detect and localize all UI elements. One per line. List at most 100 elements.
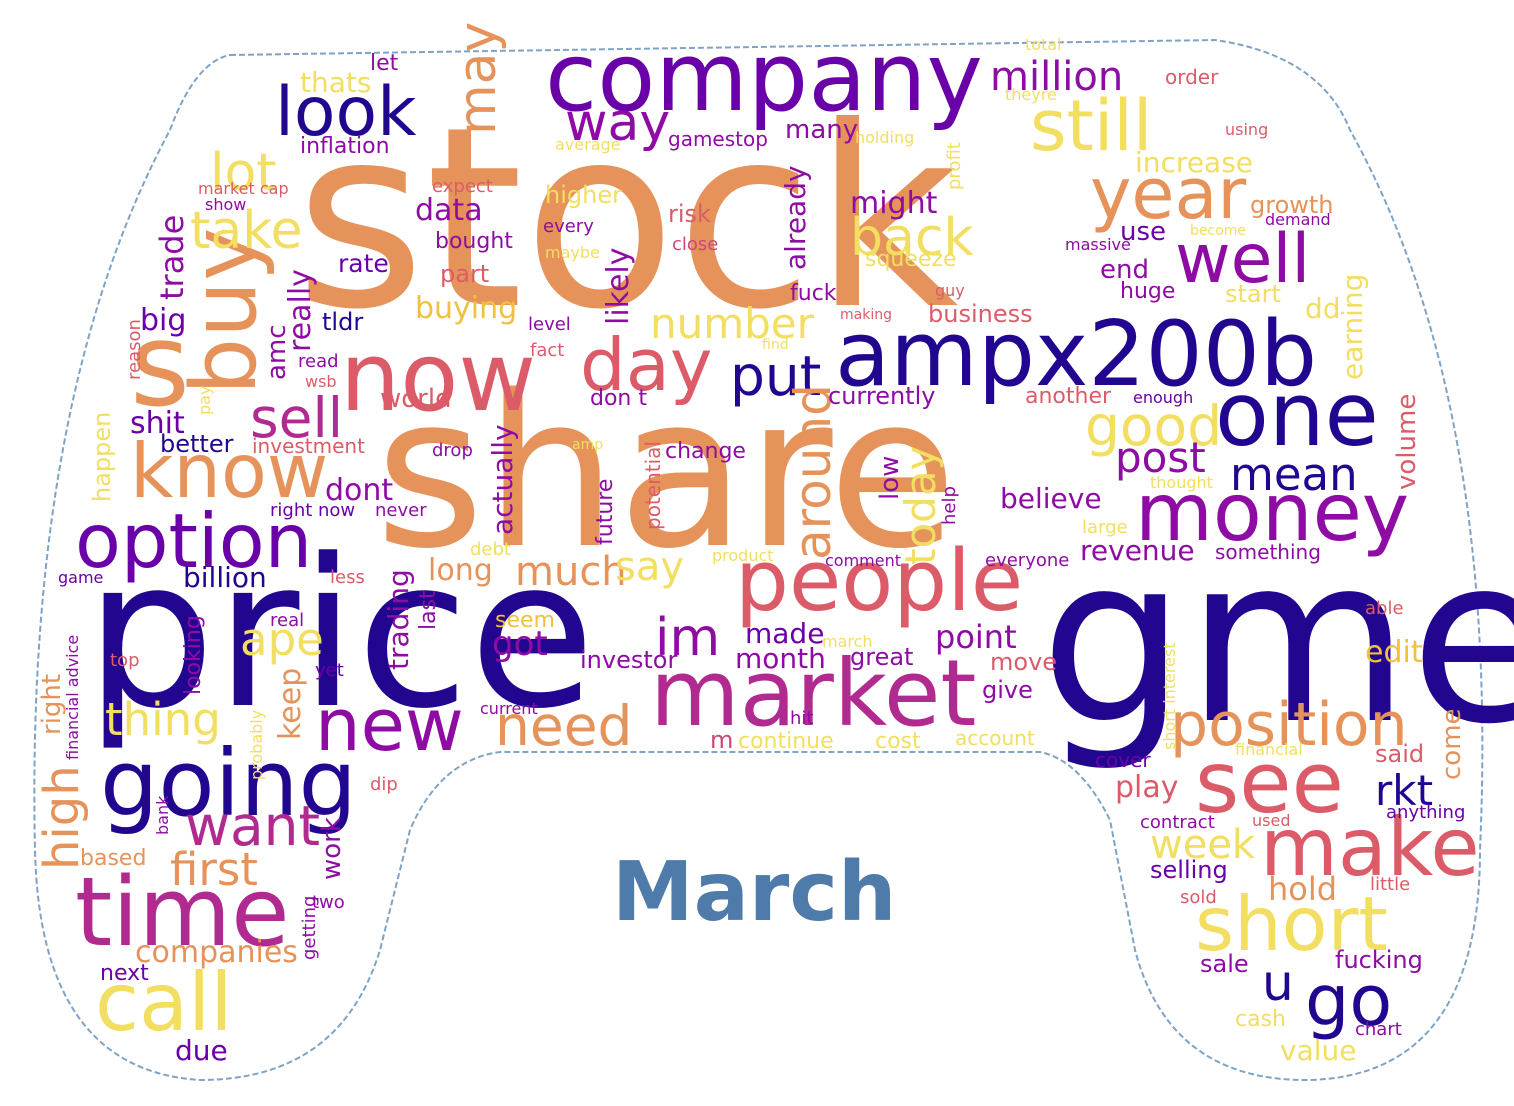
word-volume: volume <box>1392 394 1422 490</box>
word-dd: dd <box>1305 292 1341 325</box>
word-see: see <box>1195 734 1344 833</box>
word-long: long <box>428 553 493 588</box>
word-put: put <box>730 344 821 408</box>
word-squeeze: squeeze <box>865 247 957 272</box>
word-account: account <box>955 726 1035 750</box>
word-million: million <box>990 54 1123 100</box>
word-going: going <box>100 730 357 837</box>
word-gamestop: gamestop <box>668 127 768 151</box>
word-able: able <box>1365 598 1404 619</box>
word-don-t: don t <box>590 386 647 411</box>
word-may: may <box>448 22 508 135</box>
word-less: less <box>330 567 365 588</box>
word-change: change <box>665 439 746 464</box>
word-take: take <box>190 201 303 261</box>
word-fact: fact <box>530 340 564 361</box>
controller-outline <box>33 38 1484 1082</box>
word-earning: earning <box>1336 274 1369 380</box>
word-shit: shit <box>130 406 185 441</box>
word-investor: investor <box>580 646 677 674</box>
word-higher: higher <box>545 181 622 209</box>
word-profit: profit <box>944 142 965 190</box>
month-caption: March <box>612 845 897 940</box>
word-thought: thought <box>1150 473 1213 492</box>
word-massive: massive <box>1065 235 1131 254</box>
word-go: go <box>1305 960 1392 1042</box>
word-something: something <box>1215 540 1321 564</box>
word-happen: happen <box>88 412 116 502</box>
word-got: got <box>492 624 548 664</box>
word-theyre: theyre <box>1005 85 1057 104</box>
word-large: large <box>1082 517 1128 538</box>
word-everyone: everyone <box>985 550 1069 571</box>
word-yet: yet <box>315 660 344 681</box>
word-amc: amc <box>262 324 292 380</box>
word-guy: guy <box>935 281 965 300</box>
word-revenue: revenue <box>1080 534 1195 567</box>
word-find: find <box>762 337 789 353</box>
word-based: based <box>80 846 146 871</box>
word-seem: seem <box>495 608 555 633</box>
word-believe: believe <box>1000 482 1102 515</box>
word-buying: buying <box>415 291 517 326</box>
word-trade: trade <box>153 215 191 300</box>
word-know: know <box>130 427 328 515</box>
word-price: price <box>85 516 595 754</box>
word-around: around <box>784 384 842 560</box>
word-billion: billion <box>183 561 267 594</box>
word-average: average <box>555 135 621 154</box>
word-cost: cost <box>875 729 921 754</box>
word-u: u <box>1262 954 1294 1012</box>
word-probably: probably <box>247 710 266 780</box>
word-made: made <box>745 617 824 650</box>
word-m: m <box>710 726 733 754</box>
word-cloud-words: stocksharegmepricecompanyampx200bnowsbuy… <box>34 22 1514 1067</box>
word-one: one <box>1215 363 1379 466</box>
word-still: still <box>1030 85 1152 167</box>
word-hit: hit <box>790 708 813 729</box>
word-due: due <box>175 1034 228 1067</box>
word-comment: comment <box>825 551 901 570</box>
word-look: look <box>275 73 417 152</box>
word-trading: trading <box>382 569 415 670</box>
word-number: number <box>650 299 815 348</box>
word-game: game <box>58 568 103 587</box>
word-post: post <box>1115 433 1206 482</box>
word-sell: sell <box>250 386 343 450</box>
word-sold: sold <box>1180 887 1217 908</box>
word-give: give <box>982 676 1033 704</box>
word-companies: companies <box>135 935 298 970</box>
word-investment: investment <box>252 434 365 458</box>
word-reason: reason <box>124 319 145 380</box>
word-s: s <box>130 299 190 433</box>
word-order: order <box>1165 65 1219 89</box>
word-better: better <box>160 430 234 458</box>
word-thats: thats <box>300 66 371 99</box>
word-expect: expect <box>432 176 493 197</box>
word-help: help <box>939 486 960 525</box>
word-thing: thing <box>105 693 221 746</box>
word-product: product <box>712 546 774 565</box>
word-edit: edit <box>1365 635 1423 670</box>
word-making: making <box>840 307 892 323</box>
word-level: level <box>528 314 571 335</box>
word-im: im <box>655 608 720 668</box>
word-two: two <box>312 892 345 913</box>
word-gme: gme <box>1040 508 1514 775</box>
word-real: real <box>270 610 304 631</box>
word-need: need <box>495 694 632 758</box>
word-data: data <box>415 193 483 228</box>
word-want: want <box>185 794 320 858</box>
word-market-cap: market cap <box>198 179 289 198</box>
word-option: option <box>75 497 312 585</box>
word-total: total <box>1025 35 1062 54</box>
word-high: high <box>34 765 90 870</box>
word-never: never <box>375 500 427 521</box>
word-share: share <box>375 350 957 595</box>
word-company: company <box>545 23 983 133</box>
word-good: good <box>1085 394 1222 458</box>
word-great: great <box>850 643 913 671</box>
word-show: show <box>205 195 246 214</box>
word-buy: buy <box>172 228 277 395</box>
word-getting: getting <box>299 896 320 960</box>
